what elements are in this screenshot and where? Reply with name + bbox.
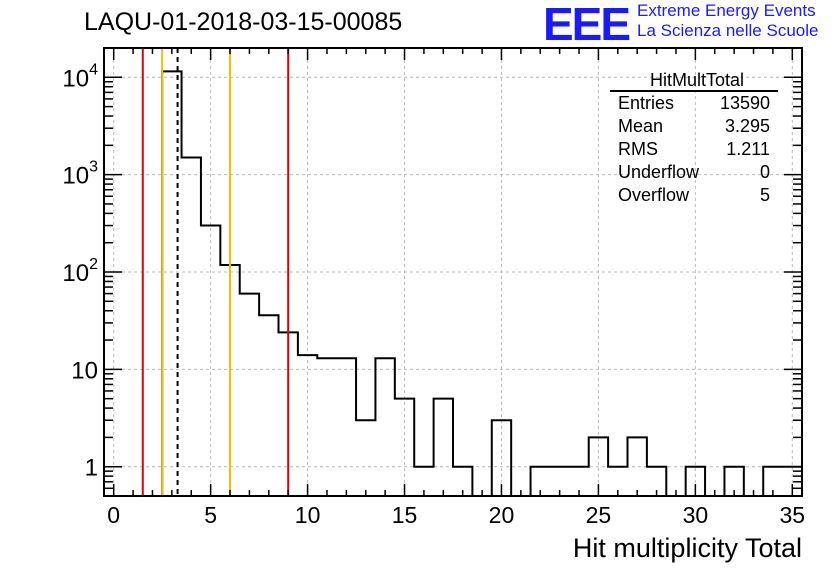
stats-row-mean: Mean 3.295: [610, 115, 778, 138]
y-tick-label: 1: [85, 455, 98, 482]
histogram-line: [161, 70, 803, 496]
x-tick-label: 35: [780, 502, 806, 528]
x-tick-label: 0: [107, 502, 120, 528]
x-tick-label: 30: [683, 502, 709, 528]
stats-value: 13590: [719, 93, 770, 113]
stats-value: 1.211: [726, 139, 770, 159]
x-tick-label: 25: [586, 502, 612, 528]
y-tick-label: 102: [62, 256, 98, 287]
stats-label: RMS: [618, 139, 658, 159]
y-tick-label: 10: [71, 357, 98, 384]
stats-row-rms: RMS 1.211: [610, 138, 778, 161]
x-tick-label: 20: [489, 502, 515, 528]
plot-title: LAQU-01-2018-03-15-00085: [84, 8, 403, 36]
logo-tagline-2: La Scienza nelle Scuole: [637, 21, 819, 40]
stats-value: 0: [759, 162, 770, 182]
stats-box: HitMultTotal Entries 13590 Mean 3.295 RM…: [610, 70, 778, 207]
stats-label: Underflow: [618, 162, 700, 182]
stats-label: Entries: [618, 93, 675, 113]
stats-value: 5: [759, 185, 770, 205]
eee-logo: EEE: [543, 0, 631, 50]
stats-row-underflow: Underflow 0: [610, 161, 778, 184]
stats-label: Mean: [618, 116, 664, 136]
stats-row-overflow: Overflow 5: [610, 184, 778, 207]
x-tick-label: 15: [392, 502, 418, 528]
stats-value: 3.295: [724, 116, 770, 136]
x-tick-label: 10: [295, 502, 321, 528]
stats-row-entries: Entries 13590: [610, 92, 778, 115]
logo-tagline-1: Extreme Energy Events: [637, 1, 816, 20]
x-tick-label: 5: [204, 502, 217, 528]
y-tick-label: 104: [62, 61, 98, 92]
y-tick-label: 103: [62, 159, 98, 190]
stats-box-title: HitMultTotal: [610, 70, 778, 92]
x-axis-label: Hit multiplicity Total: [572, 533, 802, 563]
stats-label: Overflow: [618, 185, 690, 205]
